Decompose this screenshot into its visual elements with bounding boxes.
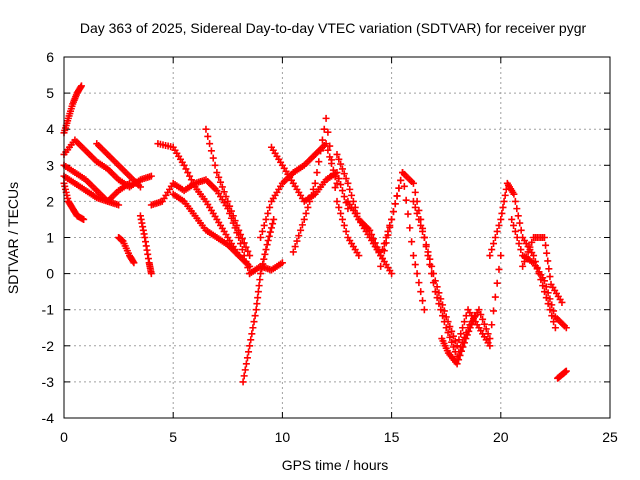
data-marker-t17 — [289, 114, 363, 260]
data-series-t13 — [239, 215, 278, 386]
data-marker-t7 — [115, 234, 138, 267]
data-series-t10 — [154, 140, 243, 260]
data-series-t23 — [438, 313, 479, 368]
x-axis-label: GPS time / hours — [282, 457, 389, 473]
y-tick-label: 4 — [46, 121, 54, 137]
data-series-t8 — [136, 212, 155, 278]
y-tick-label: 2 — [46, 193, 54, 209]
x-tick-label: 0 — [60, 429, 68, 445]
data-marker-t16 — [246, 259, 286, 278]
data-series-t7 — [115, 234, 138, 267]
grid — [64, 57, 610, 418]
ticks: 0 5 10 15 20 25 -4 -3 -2 -1 0 1 2 3 4 5 6 — [42, 49, 618, 445]
data-series-t27 — [554, 367, 570, 382]
y-tick-label: 0 — [46, 266, 54, 282]
data-marker-t10 — [154, 140, 243, 260]
data-marker-t8 — [136, 212, 155, 278]
y-axis-label: SDTVAR / TECUs — [5, 182, 21, 294]
x-tick-label: 25 — [602, 429, 618, 445]
data-series-t21 — [409, 197, 505, 361]
y-tick-label: -2 — [42, 338, 55, 354]
data-series-t16 — [246, 259, 286, 278]
y-tick-label: -4 — [42, 410, 55, 426]
data-marker-t13 — [239, 215, 278, 386]
data-marker-t27 — [554, 367, 570, 382]
x-tick-label: 15 — [384, 429, 400, 445]
y-tick-label: -1 — [42, 302, 55, 318]
y-tick-label: 3 — [46, 157, 54, 173]
data-marker-t11 — [169, 190, 254, 270]
y-tick-label: -3 — [42, 374, 55, 390]
data-series-t17 — [289, 114, 363, 260]
data-series-t26 — [519, 234, 566, 306]
data-series-t12 — [202, 125, 254, 260]
data-points — [60, 82, 570, 386]
data-marker-t26 — [519, 234, 566, 306]
data-marker-t22 — [420, 234, 494, 350]
y-tick-label: 6 — [46, 49, 54, 65]
chart-title: Day 363 of 2025, Sidereal Day-to-day VTE… — [80, 20, 587, 36]
y-tick-label: 5 — [46, 85, 54, 101]
data-marker-t12 — [202, 125, 254, 260]
y-tick-label: 1 — [46, 230, 54, 246]
x-tick-label: 20 — [493, 429, 509, 445]
plot-frame — [63, 56, 611, 419]
data-marker-t23 — [438, 313, 479, 368]
x-tick-label: 5 — [169, 429, 177, 445]
data-marker-t20 — [377, 169, 428, 314]
data-series-t20 — [377, 169, 428, 314]
x-tick-label: 10 — [275, 429, 291, 445]
data-marker-t21 — [409, 197, 505, 361]
data-marker-t25 — [508, 215, 570, 332]
data-series-t25 — [508, 215, 570, 332]
data-series-t11 — [169, 190, 254, 270]
data-series-t22 — [420, 234, 494, 350]
data-series-t5 — [93, 140, 144, 191]
data-marker-t5 — [93, 140, 144, 191]
